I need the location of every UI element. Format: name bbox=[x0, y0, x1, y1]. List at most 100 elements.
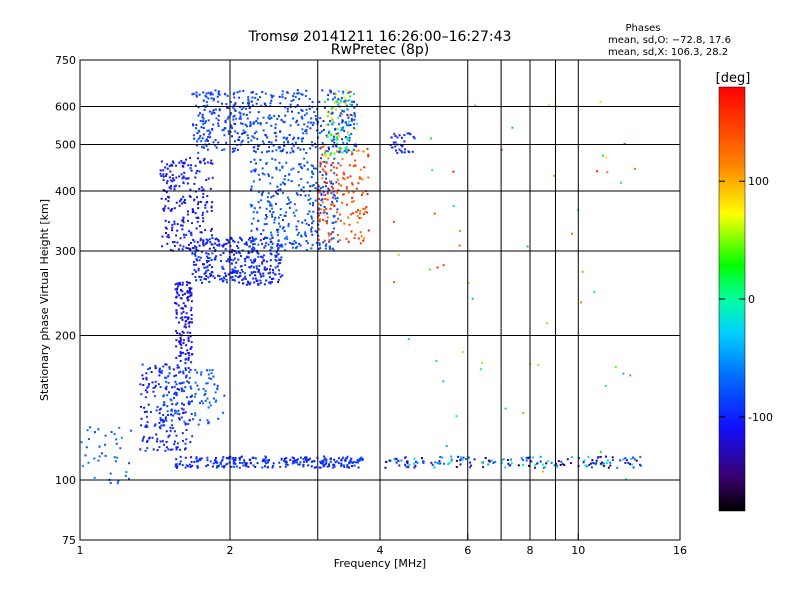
phase-point bbox=[182, 372, 185, 375]
phase-point bbox=[226, 107, 229, 109]
phase-point bbox=[438, 460, 441, 463]
phase-point bbox=[345, 146, 348, 149]
phase-point bbox=[269, 240, 272, 243]
phase-point bbox=[320, 146, 323, 149]
phase-point bbox=[345, 186, 348, 189]
phase-point bbox=[351, 152, 354, 155]
phase-point bbox=[333, 152, 336, 155]
phase-point bbox=[175, 176, 178, 179]
phase-point bbox=[169, 429, 172, 432]
phase-point bbox=[231, 127, 234, 130]
phase-point bbox=[208, 280, 211, 283]
phase-point bbox=[168, 165, 171, 168]
phase-point bbox=[346, 148, 348, 151]
phase-point bbox=[187, 336, 190, 339]
phase-point bbox=[227, 130, 230, 133]
phase-point bbox=[205, 465, 208, 468]
phase-point bbox=[116, 456, 119, 459]
phase-point bbox=[348, 99, 351, 102]
phase-point bbox=[211, 234, 213, 237]
phase-point bbox=[443, 462, 445, 465]
phase-point bbox=[330, 164, 333, 167]
phase-point bbox=[184, 442, 187, 445]
phase-point bbox=[222, 243, 225, 246]
phase-point bbox=[284, 465, 287, 468]
phase-point bbox=[195, 91, 198, 94]
phase-point bbox=[175, 295, 178, 298]
phase-point bbox=[119, 447, 122, 450]
phase-point bbox=[323, 106, 326, 109]
phase-point bbox=[296, 104, 299, 107]
phase-point bbox=[250, 229, 253, 232]
phase-point bbox=[179, 448, 182, 451]
phase-point bbox=[250, 240, 253, 242]
phase-point bbox=[469, 466, 472, 469]
phase-point bbox=[348, 139, 351, 142]
phase-point bbox=[209, 275, 212, 278]
phase-point bbox=[178, 185, 181, 188]
phase-point bbox=[187, 291, 190, 294]
phase-point bbox=[177, 304, 180, 307]
phase-point bbox=[194, 412, 197, 415]
phase-point bbox=[347, 120, 350, 123]
phase-point bbox=[173, 185, 176, 188]
phase-point bbox=[320, 199, 323, 202]
phase-point bbox=[236, 245, 239, 247]
phase-point bbox=[289, 201, 292, 204]
phase-point bbox=[322, 212, 325, 214]
phase-point bbox=[234, 270, 237, 273]
phase-point bbox=[332, 182, 334, 185]
phase-point bbox=[346, 104, 348, 107]
phase-point bbox=[202, 211, 204, 214]
phase-point bbox=[235, 251, 238, 254]
phase-point bbox=[243, 459, 246, 462]
phase-point bbox=[401, 151, 404, 154]
phase-point bbox=[178, 282, 181, 285]
phase-point bbox=[189, 232, 192, 235]
phase-point bbox=[182, 310, 185, 313]
phase-point bbox=[321, 89, 324, 92]
phase-point bbox=[231, 150, 234, 153]
phase-point bbox=[358, 212, 361, 215]
phase-point bbox=[329, 180, 332, 183]
phase-point bbox=[94, 431, 96, 434]
phase-point bbox=[182, 195, 185, 198]
phase-point bbox=[181, 281, 184, 284]
phase-point bbox=[238, 457, 241, 460]
phase-point bbox=[329, 207, 332, 210]
phase-point bbox=[213, 112, 216, 115]
phase-point bbox=[592, 462, 595, 465]
phase-point bbox=[312, 204, 314, 207]
phase-point bbox=[184, 411, 187, 414]
phase-point bbox=[223, 92, 226, 95]
phase-point bbox=[288, 134, 291, 136]
phase-point bbox=[333, 227, 336, 230]
phase-point bbox=[360, 457, 363, 460]
phase-point bbox=[186, 284, 189, 286]
phase-point bbox=[264, 460, 267, 463]
phase-point bbox=[206, 148, 209, 151]
phase-point bbox=[350, 118, 353, 120]
phase-point bbox=[195, 94, 198, 97]
phase-point bbox=[289, 103, 292, 106]
phase-point bbox=[174, 465, 177, 468]
x-tick-label: 16 bbox=[673, 544, 687, 557]
phase-point bbox=[329, 89, 331, 92]
phase-point bbox=[187, 281, 190, 284]
phase-point bbox=[202, 127, 205, 129]
phase-point bbox=[342, 92, 345, 95]
phase-point bbox=[313, 466, 316, 469]
phase-point bbox=[461, 458, 464, 461]
phase-point bbox=[206, 459, 209, 462]
phase-point bbox=[190, 321, 193, 324]
phase-point bbox=[267, 175, 270, 177]
phase-point bbox=[314, 230, 317, 233]
phase-point bbox=[202, 388, 205, 390]
phase-point bbox=[346, 176, 349, 179]
phase-point bbox=[292, 144, 295, 147]
phase-point bbox=[225, 242, 228, 245]
phase-point bbox=[342, 141, 345, 144]
phase-point bbox=[181, 381, 184, 384]
phase-point bbox=[348, 223, 351, 226]
phase-point bbox=[181, 164, 184, 167]
